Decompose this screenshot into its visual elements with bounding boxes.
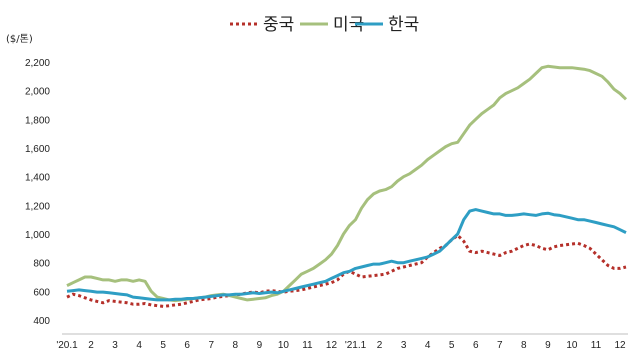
y-tick-label: 1,200 [25,201,50,212]
x-tick-label: 9 [545,340,551,351]
x-tick-label: 8 [233,340,239,351]
x-tick-label: 7 [497,340,503,351]
y-tick-label: 1,000 [25,230,50,241]
y-tick-label: 800 [33,259,50,270]
x-tick-label: 11 [591,340,602,351]
x-tick-label: '20.1 [56,340,78,351]
series-lines [66,64,628,308]
x-tick-label: 7 [208,340,214,351]
x-tick-label: 4 [425,340,431,351]
x-tick-label: 2 [88,340,94,351]
y-tick-label: 600 [33,287,50,298]
x-tick-label: 8 [521,340,527,351]
legend: 중국 미국 한국 [230,15,419,35]
x-tick-label: 12 [614,340,626,351]
y-tick-label: 2,000 [25,87,50,98]
series-line-usa [66,64,628,303]
series-line-korea [66,208,627,302]
y-tick-label: 1,800 [25,115,50,126]
x-tick-label: 6 [473,340,479,351]
x-axis: '20.1 2 3 4 5 6 7 8 9 10 11 12 '21.1 2 3 4 5 6 7 8 9 10 11 12 [56,340,626,351]
legend-label-usa: 미국 [333,15,364,35]
x-tick-label: 6 [184,340,190,351]
x-tick-label: 3 [401,340,407,351]
x-tick-label: 9 [257,340,263,351]
y-tick-label: 1,400 [25,173,50,184]
x-tick-label: 4 [136,340,142,351]
y-tick-label: 1,600 [25,144,50,155]
x-tick-label: 11 [302,340,313,351]
y-axis: 400 600 800 1,000 1,200 1,400 1,600 1,800 2,000 2… [25,58,50,327]
x-tick-label: 5 [160,340,166,351]
y-tick-label: 400 [33,316,50,327]
x-tick-label: 10 [278,340,290,351]
y-axis-unit: ($/톤) [6,33,33,45]
x-tick-label: 12 [326,340,338,351]
x-tick-label: '21.1 [345,340,367,351]
y-tick-label: 2,200 [25,58,50,69]
legend-label-china: 중국 [263,15,294,35]
x-tick-label: 5 [449,340,455,351]
legend-label-korea: 한국 [388,15,419,35]
x-tick-label: 3 [112,340,118,351]
x-tick-label: 2 [377,340,383,351]
x-tick-label: 10 [566,340,578,351]
